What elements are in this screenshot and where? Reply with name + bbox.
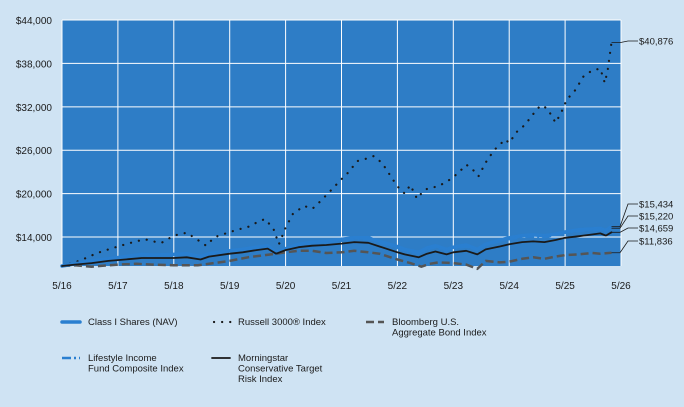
legend-label: Bloomberg U.S. Aggregate Bond Index	[392, 317, 487, 339]
x-tick-label: 5/23	[444, 281, 464, 292]
series-line	[60, 224, 614, 268]
series-lines	[60, 41, 614, 271]
x-tick-label: 5/18	[164, 281, 184, 292]
y-tick-label: $26,000	[16, 146, 53, 157]
end-value-labels: $40,876 $15,434$15,220$14,659 $11,836	[611, 37, 673, 254]
end-label-leader	[611, 203, 638, 228]
end-label-leader	[611, 227, 638, 233]
y-tick-label: $14,000	[16, 233, 53, 244]
legend-label: Morningstar Conservative Target Risk Index	[238, 353, 323, 385]
end-label-leader	[611, 215, 638, 229]
legend-label: Russell 3000® Index	[238, 317, 326, 328]
end-value-label: $40,876	[639, 37, 673, 48]
series-line	[61, 227, 613, 268]
end-value-label: $14,659	[639, 224, 673, 235]
y-tick-label: $32,000	[16, 103, 53, 114]
series-line	[61, 231, 613, 267]
x-tick-label: 5/17	[108, 281, 128, 292]
legend-label: Class I Shares (NAV)	[88, 317, 178, 328]
legend: Class I Shares (NAV) Russell 3000® Index B…	[60, 317, 487, 385]
x-tick-label: 5/19	[220, 281, 240, 292]
x-tick-label: 5/20	[276, 281, 296, 292]
end-label-leader	[611, 240, 638, 254]
x-tick-label: 5/25	[555, 281, 575, 292]
x-axis-ticks: 5/16 5/17 5/18 5/19 5/20 5/21 5/22 5/23 5/24 5/25…	[52, 281, 631, 292]
x-tick-label: 5/24	[499, 281, 519, 292]
end-label-leader	[611, 40, 638, 44]
x-tick-label: 5/26	[611, 281, 631, 292]
legend-label: Lifestyle Income Fund Composite Index	[88, 353, 184, 375]
y-tick-label: $20,000	[16, 190, 53, 201]
gridlines	[61, 19, 622, 266]
y-axis-ticks: $44,000 $38,000 $32,000 $26,000 $20,000 $14,0…	[16, 16, 53, 244]
y-tick-label: $44,000	[16, 16, 53, 27]
x-tick-label: 5/16	[52, 281, 72, 292]
series-line	[61, 249, 612, 271]
end-value-label: $15,220	[639, 212, 673, 223]
series-line	[60, 41, 613, 268]
end-value-label: $11,836	[639, 237, 673, 248]
end-value-label: $15,434	[639, 200, 673, 211]
x-tick-label: 5/22	[388, 281, 408, 292]
x-tick-label: 5/21	[332, 281, 352, 292]
y-tick-label: $38,000	[16, 59, 53, 70]
